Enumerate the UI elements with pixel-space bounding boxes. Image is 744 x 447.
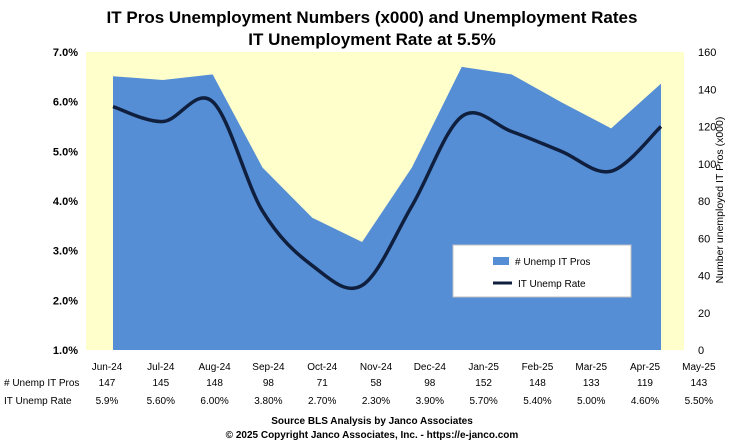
chart-subtitle: IT Unemployment Rate at 5.5% — [248, 30, 496, 49]
table-cell: 2.70% — [308, 396, 336, 407]
table-cell: 6.00% — [200, 396, 228, 407]
y-left-tick-label: 5.0% — [53, 146, 78, 158]
y-right-tick-label: 120 — [698, 122, 716, 134]
legend-label-line: IT Unemp Rate — [518, 279, 586, 290]
table-cell: 148 — [206, 378, 223, 389]
x-axis: Jun-24 Jul-24 Aug-24 Sep-24 Oct-24 Nov-24 Dec-… — [92, 362, 716, 373]
x-tick-label: Feb-25 — [522, 362, 554, 373]
x-tick-label: Dec-24 — [414, 362, 447, 373]
table-cell: 5.9% — [96, 396, 119, 407]
table-cell: 4.60% — [631, 396, 659, 407]
chart-title: IT Pros Unemployment Numbers (x000) and … — [106, 8, 638, 27]
y-right-tick-label: 20 — [698, 308, 710, 320]
table-cell: 143 — [690, 378, 707, 389]
x-tick-label: Jun-24 — [92, 362, 123, 373]
y-right-tick-label: 140 — [698, 84, 716, 96]
table-row-label: # Unemp IT Pros — [4, 378, 79, 389]
copyright-line: © 2025 Copyright Janco Associates, Inc. … — [225, 430, 519, 441]
series-line-it-unemp-rate — [112, 96, 663, 291]
x-tick-label: Jul-24 — [147, 362, 175, 373]
table-cell: 3.90% — [416, 396, 444, 407]
table-cell: 133 — [583, 378, 600, 389]
legend: # Unemp IT Pros IT Unemp Rate — [452, 244, 632, 298]
x-tick-label: Apr-25 — [630, 362, 660, 373]
y-axis-left: 1.0% 2.0% 3.0% 4.0% 5.0% 6.0% 7.0% — [53, 47, 78, 357]
table-cell: 98 — [424, 378, 436, 389]
x-tick-label: Mar-25 — [575, 362, 607, 373]
y-left-tick-label: 1.0% — [53, 345, 78, 357]
x-tick-label: May-25 — [682, 362, 716, 373]
y-right-tick-label: 100 — [698, 159, 716, 171]
table-cell: 147 — [99, 378, 116, 389]
y-right-tick-label: 40 — [698, 271, 710, 283]
table-cell: 5.50% — [685, 396, 713, 407]
table-cell: 145 — [152, 378, 169, 389]
table-cell: 5.40% — [523, 396, 551, 407]
legend-swatch-area — [493, 257, 509, 265]
table-cell: 148 — [529, 378, 546, 389]
table-cell: 152 — [475, 378, 492, 389]
source-line: Source BLS Analysis by Janco Associates — [271, 416, 473, 427]
y-left-tick-label: 4.0% — [53, 196, 78, 208]
table-cell: 5.70% — [469, 396, 497, 407]
y-left-tick-label: 3.0% — [53, 246, 78, 258]
x-tick-label: Aug-24 — [198, 362, 231, 373]
y-right-tick-label: 80 — [698, 196, 710, 208]
table-cell: 3.80% — [254, 396, 282, 407]
y-right-tick-label: 60 — [698, 233, 710, 245]
x-tick-label: Nov-24 — [360, 362, 393, 373]
legend-box — [452, 244, 632, 298]
table-cell: 5.00% — [577, 396, 605, 407]
x-tick-label: Jan-25 — [468, 362, 499, 373]
y-axis-right: 0 20 40 60 80 100 120 140 160 — [698, 47, 716, 357]
y-left-tick-label: 2.0% — [53, 295, 78, 307]
data-table: # Unemp IT Pros 147 145 148 98 71 58 98 152 148 13… — [4, 378, 713, 407]
table-cell: 5.60% — [147, 396, 175, 407]
y-left-tick-label: 6.0% — [53, 97, 78, 109]
table-cell: 71 — [317, 378, 329, 389]
y-right-tick-label: 160 — [698, 47, 716, 59]
table-cell: 2.30% — [362, 396, 390, 407]
x-tick-label: Sep-24 — [252, 362, 285, 373]
table-cell: 58 — [370, 378, 382, 389]
legend-label-area: # Unemp IT Pros — [515, 257, 590, 268]
table-cell: 98 — [263, 378, 275, 389]
y-axis-right-label: Number unemployed IT Pros (x000) — [714, 117, 726, 284]
y-left-tick-label: 7.0% — [53, 47, 78, 59]
y-right-tick-label: 0 — [698, 345, 704, 357]
x-tick-label: Oct-24 — [307, 362, 337, 373]
table-row-label: IT Unemp Rate — [4, 396, 72, 407]
table-cell: 119 — [637, 378, 653, 389]
